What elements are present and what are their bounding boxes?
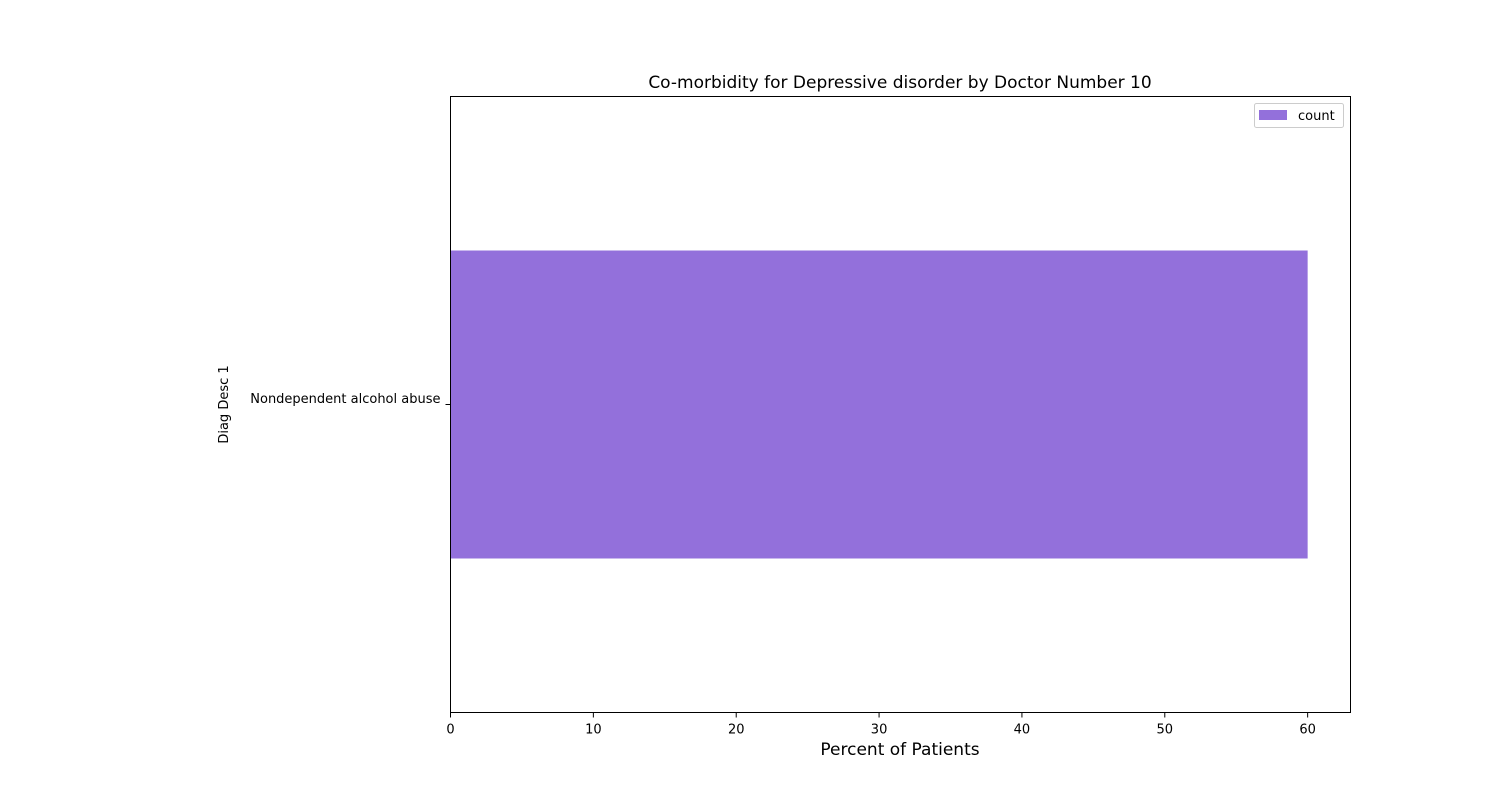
legend: count xyxy=(1254,103,1344,128)
x-axis-label: Percent of Patients xyxy=(820,740,979,760)
x-tick-label: 30 xyxy=(871,723,888,738)
x-tick-label: 40 xyxy=(1014,723,1031,738)
x-axis: 0 10 20 30 40 50 60 xyxy=(446,712,1316,738)
legend-frame xyxy=(1254,103,1344,128)
legend-swatch xyxy=(1259,110,1287,120)
x-tick-label: 0 xyxy=(446,723,454,738)
x-tick-label: 60 xyxy=(1299,723,1316,738)
x-tick-label: 20 xyxy=(728,723,745,738)
y-tick-label: Nondependent alcohol abuse xyxy=(250,392,440,407)
x-tick-label: 10 xyxy=(585,723,602,738)
x-tick-label: 50 xyxy=(1157,723,1174,738)
y-axis: Nondependent alcohol abuse xyxy=(250,392,451,407)
bars xyxy=(450,250,1308,559)
legend-label: count xyxy=(1298,109,1335,124)
bar xyxy=(450,250,1308,559)
chart-title: Co-morbidity for Depressive disorder by … xyxy=(648,73,1151,93)
y-axis-label: Diag Desc 1 xyxy=(217,365,232,443)
